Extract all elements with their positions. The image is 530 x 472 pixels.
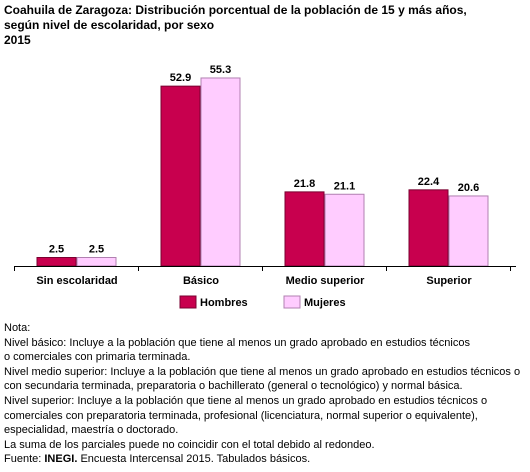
chart-title: Coahuila de Zaragoza: Distribución porce… [4, 3, 524, 48]
title-line-1: Coahuila de Zaragoza: Distribución porce… [4, 3, 467, 17]
note-line-2: o comerciales con primaria terminada. [4, 351, 191, 364]
title-year: 2015 [4, 33, 31, 47]
category-label-medio-superior: Medio superior [286, 275, 366, 287]
legend-label-mujeres: Mujeres [304, 297, 346, 309]
value-label-mujeres-superior: 20.6 [458, 182, 479, 194]
value-label-hombres-medio-superior: 21.8 [294, 178, 315, 190]
bar-hombres-superior [408, 189, 449, 267]
category-label-sin-escolaridad: Sin escolaridad [36, 275, 117, 287]
note-line-6: comerciales con preparatoria terminada, … [4, 409, 478, 422]
legend-label-hombres: Hombres [200, 297, 248, 309]
bar-mujeres-medio-superior [324, 193, 365, 267]
note-line-1: Nivel básico: Incluye a la población que… [4, 336, 470, 349]
note-line-8: La suma de los parciales puede no coinci… [4, 438, 375, 451]
bar-mujeres-sin-escolaridad [76, 257, 117, 267]
note-line-5: Nivel superior: Incluye a la población q… [4, 394, 488, 407]
value-label-mujeres-sin-escolaridad: 2.5 [89, 244, 104, 256]
source-line: Fuente: INEGI. Encuesta Intercensal 2015… [4, 452, 526, 467]
source-org: INEGI. [44, 453, 78, 466]
note-line-7: especialidad, maestría o doctorado. [4, 424, 179, 437]
value-label-hombres-sin-escolaridad: 2.5 [49, 244, 64, 256]
bar-chart: 2.5 2.5 Sin escolaridad 52.9 55.3 Básico 21.8 2… [14, 64, 516, 309]
value-label-hombres-superior: 22.4 [418, 176, 440, 188]
bar-hombres-basico [160, 85, 201, 267]
category-label-basico: Básico [183, 275, 219, 287]
bar-hombres-medio-superior [284, 191, 325, 267]
legend-swatch-hombres [179, 295, 197, 309]
value-label-mujeres-medio-superior: 21.1 [334, 180, 355, 192]
note-line-3: Nivel medio superior: Incluye a la pobla… [4, 365, 521, 378]
legend-swatch-mujeres [283, 295, 301, 309]
bar-mujeres-superior [448, 195, 489, 267]
source-label: Fuente: [4, 453, 42, 466]
bar-hombres-sin-escolaridad [36, 257, 77, 267]
value-label-hombres-basico: 52.9 [170, 72, 191, 84]
value-label-mujeres-basico: 55.3 [210, 64, 231, 76]
bar-mujeres-basico [200, 77, 241, 267]
category-label-superior: Superior [426, 275, 472, 287]
title-line-2: según nivel de escolaridad, por sexo [4, 18, 215, 32]
notes-block: Nota: Nivel básico: Incluye a la poblaci… [4, 321, 526, 467]
notes-header: Nota: [4, 322, 31, 334]
note-line-4: con secundaria terminada, preparatoria o… [4, 380, 463, 393]
source-text: Encuesta Intercensal 2015. Tabulados bás… [77, 453, 311, 466]
